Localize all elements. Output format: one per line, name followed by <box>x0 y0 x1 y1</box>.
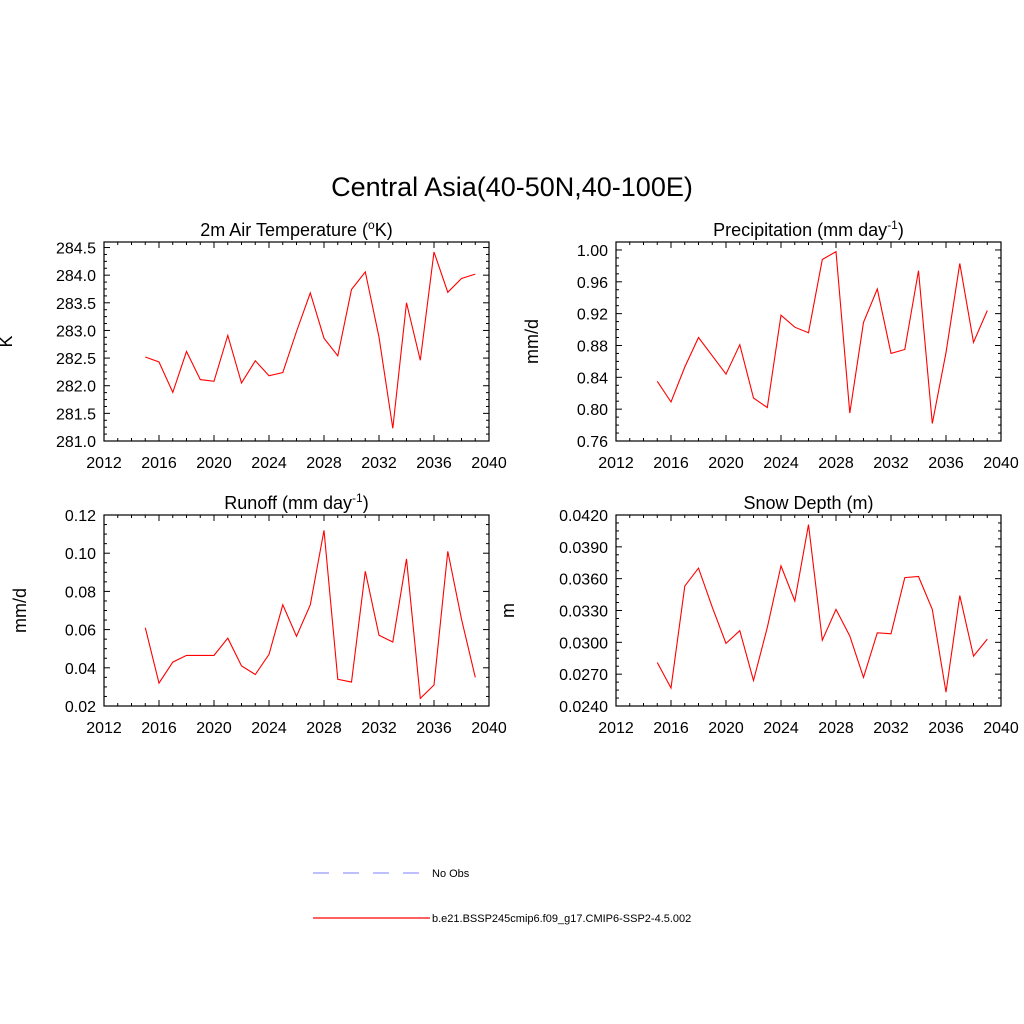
y-tick-label: 0.02 <box>65 699 96 716</box>
x-tick-label: 2016 <box>141 455 177 472</box>
panel-title-main: Runoff (mm day <box>224 493 352 513</box>
legend-obs-label: No Obs <box>432 868 470 880</box>
x-tick-label: 2028 <box>818 455 854 472</box>
legend-model-label: b.e21.BSSP245cmip6.f09_g17.CMIP6-SSP2-4.… <box>432 913 691 925</box>
panels: 2012 2016 2020 2024 2028 2032 2036 2040 281.0 281… <box>0 218 1019 737</box>
x-tick-label: 2012 <box>86 455 122 472</box>
y-tick-label: 0.10 <box>65 546 96 563</box>
y-tick-label: 0.0300 <box>559 635 608 652</box>
x-tick-label: 2040 <box>983 455 1019 472</box>
y-axis-label: mm/d <box>522 319 542 364</box>
y-tick-label: 0.92 <box>577 307 608 324</box>
y-tick-label: 0.76 <box>577 434 608 451</box>
panel-title-superscript: -1 <box>887 218 898 232</box>
x-tick-label: 2040 <box>983 720 1019 737</box>
x-tick-label: 2032 <box>361 455 397 472</box>
y-tick-label: 0.06 <box>65 623 96 640</box>
panel-title-superscript: o <box>368 218 375 232</box>
y-tick-label: 0.88 <box>577 338 608 355</box>
chart-panel: 2012 2016 2020 2024 2028 2032 2036 2040 0.02 0.04… <box>10 491 507 737</box>
series-line <box>656 524 988 693</box>
y-tick-label: 0.08 <box>65 584 96 601</box>
y-tick-label: 0.96 <box>577 275 608 292</box>
y-tick-label: 282.0 <box>56 379 96 396</box>
y-tick-label: 0.0390 <box>559 540 608 557</box>
panel-title-suffix: ) <box>898 220 904 240</box>
x-tick-label: 2036 <box>416 455 452 472</box>
x-tick-label: 2024 <box>251 455 287 472</box>
x-tick-label: 2032 <box>873 720 909 737</box>
x-tick-label: 2016 <box>141 720 177 737</box>
legend: No Obs b.e21.BSSP245cmip6.f09_g17.CMIP6-… <box>313 868 691 925</box>
figure-title: Central Asia(40-50N,40-100E) <box>331 172 693 202</box>
y-tick-label: 1.00 <box>577 243 608 260</box>
x-tick-label: 2032 <box>873 455 909 472</box>
x-tick-label: 2016 <box>653 720 689 737</box>
panel-title-suffix: ) <box>363 493 369 513</box>
x-tick-label: 2012 <box>598 455 634 472</box>
y-tick-label: 0.84 <box>577 370 608 387</box>
x-tick-label: 2036 <box>928 455 964 472</box>
panel-title-main: 2m Air Temperature ( <box>200 220 368 240</box>
y-tick-label: 0.0360 <box>559 572 608 589</box>
panel-title: 2m Air Temperature (oK) <box>200 218 392 240</box>
x-tick-label: 2024 <box>763 720 799 737</box>
y-tick-label: 282.5 <box>56 351 96 368</box>
x-tick-label: 2040 <box>471 720 507 737</box>
y-axis-label: m <box>498 603 518 618</box>
x-tick-label: 2012 <box>86 720 122 737</box>
panel-title-main: Precipitation (mm day <box>713 220 887 240</box>
y-tick-label: 283.5 <box>56 296 96 313</box>
x-tick-label: 2036 <box>416 720 452 737</box>
x-tick-label: 2020 <box>196 720 232 737</box>
series-line <box>656 250 988 424</box>
chart-panel: 2012 2016 2020 2024 2028 2032 2036 2040 0.0240 0.… <box>498 493 1019 737</box>
x-tick-label: 2024 <box>251 720 287 737</box>
y-axis-label: mm/d <box>10 588 30 633</box>
x-tick-label: 2028 <box>306 720 342 737</box>
y-axis-label: K <box>0 335 16 347</box>
x-tick-label: 2036 <box>928 720 964 737</box>
y-tick-label: 284.0 <box>56 268 96 285</box>
x-tick-label: 2012 <box>598 720 634 737</box>
y-tick-label: 284.5 <box>56 241 96 258</box>
y-tick-label: 0.0240 <box>559 699 608 716</box>
panel-title-main: Snow Depth (m) <box>743 493 873 513</box>
plot-frame <box>615 241 1002 442</box>
y-tick-label: 0.12 <box>65 508 96 525</box>
chart-panel: 2012 2016 2020 2024 2028 2032 2036 2040 0.76 0.80… <box>522 218 1019 472</box>
y-tick-label: 0.04 <box>65 661 96 678</box>
x-tick-label: 2040 <box>471 455 507 472</box>
y-tick-label: 0.0330 <box>559 604 608 621</box>
x-tick-label: 2028 <box>306 455 342 472</box>
panel-title: Snow Depth (m) <box>743 493 873 513</box>
x-tick-label: 2024 <box>763 455 799 472</box>
x-tick-label: 2016 <box>653 455 689 472</box>
y-tick-label: 0.0270 <box>559 667 608 684</box>
series-line <box>144 530 476 700</box>
x-tick-label: 2032 <box>361 720 397 737</box>
y-tick-label: 283.0 <box>56 323 96 340</box>
x-tick-label: 2020 <box>196 455 232 472</box>
x-tick-label: 2020 <box>708 720 744 737</box>
panel-title: Precipitation (mm day-1) <box>713 218 904 240</box>
x-tick-label: 2020 <box>708 455 744 472</box>
panel-title-suffix: K) <box>375 220 393 240</box>
y-tick-label: 0.80 <box>577 402 608 419</box>
y-tick-label: 0.0420 <box>559 508 608 525</box>
x-tick-label: 2028 <box>818 720 854 737</box>
panel-title: Runoff (mm day-1) <box>224 491 368 513</box>
chart-panel: 2012 2016 2020 2024 2028 2032 2036 2040 281.0 281… <box>0 218 507 472</box>
y-tick-label: 281.0 <box>56 434 96 451</box>
plot-frame <box>103 514 490 707</box>
y-tick-label: 281.5 <box>56 406 96 423</box>
series-line <box>145 251 476 429</box>
panel-title-superscript: -1 <box>352 491 363 505</box>
